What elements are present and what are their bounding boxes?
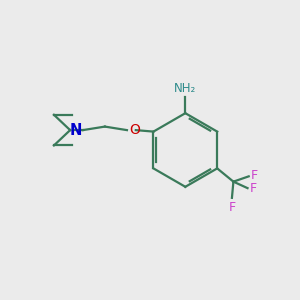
Text: N: N <box>69 123 82 138</box>
Text: F: F <box>250 182 257 195</box>
Text: NH₂: NH₂ <box>174 82 196 94</box>
Text: F: F <box>251 169 258 182</box>
Text: F: F <box>228 201 236 214</box>
Text: O: O <box>129 123 140 137</box>
